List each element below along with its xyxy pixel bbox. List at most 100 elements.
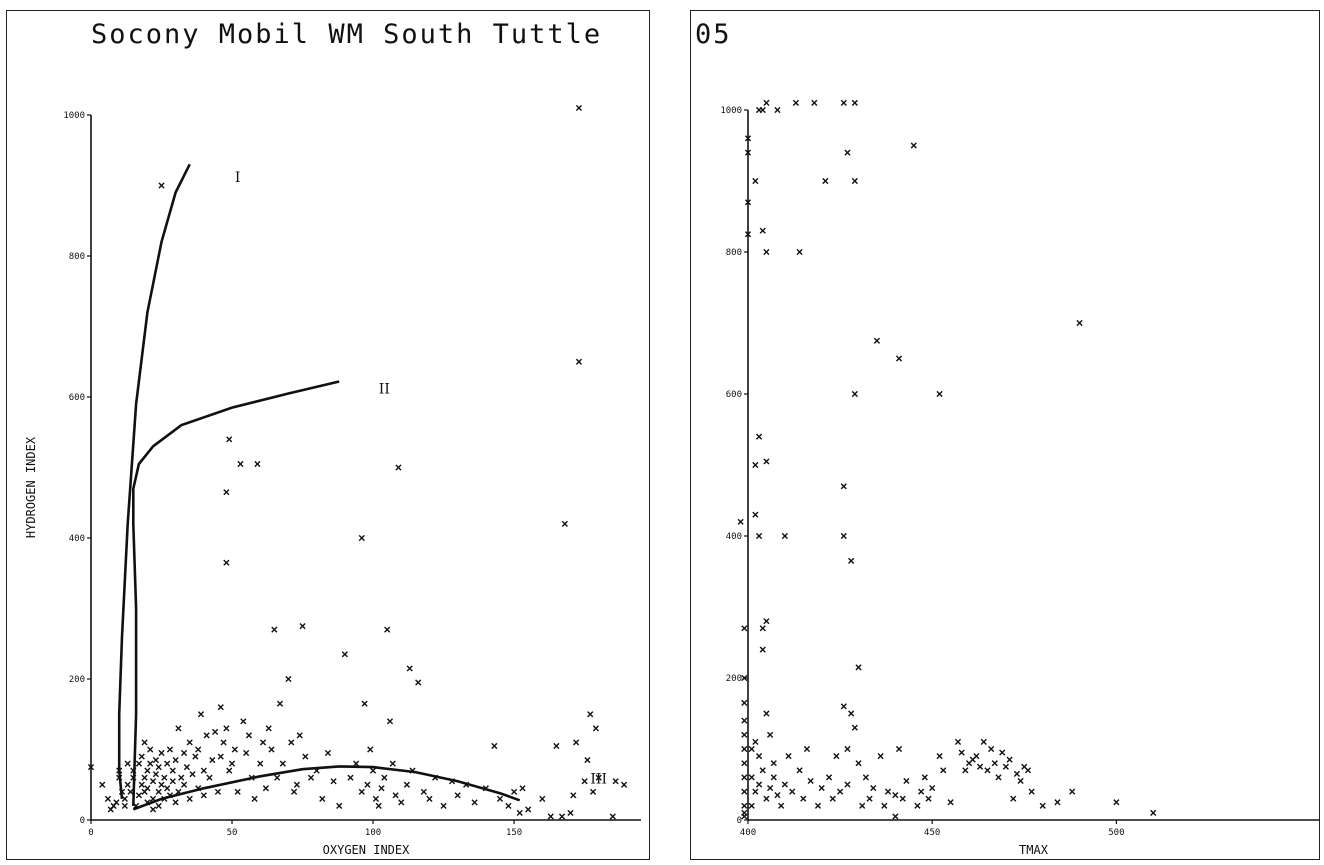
- data-point: [243, 749, 250, 757]
- data-point: [144, 799, 151, 806]
- data-point: [1039, 802, 1046, 809]
- data-point: [223, 725, 230, 732]
- data-point: [186, 795, 193, 802]
- data-point: [940, 767, 947, 774]
- data-point: [752, 461, 759, 469]
- data-point: [744, 199, 752, 206]
- data-point: [130, 767, 137, 774]
- x-tick-label: 400: [740, 828, 756, 838]
- data-point: [803, 745, 811, 753]
- data-point: [87, 764, 95, 771]
- data-point: [265, 725, 272, 732]
- data-point: [161, 774, 168, 781]
- data-point: [505, 802, 512, 809]
- data-point: [741, 788, 748, 795]
- data-point: [877, 753, 884, 760]
- data-point: [570, 792, 577, 799]
- data-point: [341, 651, 348, 658]
- data-point: [415, 679, 422, 686]
- data-point: [936, 390, 943, 398]
- data-point: [279, 760, 286, 767]
- data-point: [741, 699, 748, 706]
- data-point: [840, 703, 847, 710]
- y-tick-label: 0: [737, 816, 742, 826]
- data-point: [755, 753, 763, 760]
- x-axis-label: TMAX: [1019, 843, 1049, 857]
- data-point: [259, 739, 267, 746]
- data-point: [274, 774, 281, 781]
- data-point: [1013, 770, 1021, 777]
- data-point: [147, 746, 154, 753]
- data-point: [903, 777, 910, 785]
- data-point: [161, 795, 168, 802]
- data-point: [384, 626, 391, 633]
- data-point: [358, 534, 365, 542]
- data-point: [748, 802, 755, 809]
- data-point: [141, 774, 148, 781]
- data-point: [364, 781, 371, 788]
- data-point: [595, 774, 602, 781]
- data-point: [1002, 763, 1009, 770]
- data-point: [169, 778, 176, 785]
- data-point: [755, 433, 763, 440]
- data-point: [392, 792, 399, 799]
- data-point: [744, 135, 752, 142]
- data-point: [375, 802, 382, 809]
- data-point: [991, 760, 998, 767]
- data-point: [463, 781, 470, 788]
- chart-title: Socony Mobil WM South Tuttle: [91, 19, 603, 50]
- chart-title-suffix: 05: [695, 19, 732, 50]
- data-point: [135, 760, 143, 767]
- data-point: [973, 753, 980, 760]
- data-point: [741, 674, 748, 682]
- data-point: [936, 753, 943, 760]
- data-point: [203, 732, 210, 739]
- data-point: [785, 753, 792, 760]
- data-point: [620, 781, 628, 788]
- data-point: [814, 802, 822, 809]
- data-point: [789, 788, 796, 795]
- data-point: [307, 774, 315, 781]
- data-point: [954, 738, 962, 745]
- data-point: [995, 774, 1002, 781]
- data-point: [918, 788, 925, 795]
- data-point: [1017, 777, 1024, 785]
- data-point: [245, 732, 253, 739]
- data-point: [567, 809, 574, 817]
- data-point: [510, 788, 518, 795]
- data-point: [118, 788, 126, 795]
- y-tick-label: 200: [69, 675, 85, 685]
- tmax-hydrogen-scatter-plot: 0 200 400 600 800 1000 400 450 500 TMAX: [720, 99, 1319, 857]
- data-point: [166, 746, 174, 753]
- data-point: [313, 767, 320, 774]
- data-point: [147, 760, 154, 767]
- data-point: [200, 792, 207, 799]
- data-point: [1024, 767, 1032, 774]
- data-point: [293, 781, 300, 788]
- data-point: [770, 760, 777, 767]
- data-point: [138, 753, 145, 760]
- data-point: [748, 774, 755, 781]
- data-point: [822, 177, 829, 185]
- data-point: [851, 390, 858, 398]
- right-chart-panel: 05 0 200 400 600 800 1000 400 450 500 TMAX: [690, 10, 1320, 860]
- data-point: [573, 739, 580, 746]
- data-point: [770, 774, 777, 781]
- data-point: [980, 738, 987, 745]
- data-point: [175, 725, 182, 732]
- data-point: [491, 742, 498, 750]
- data-point: [116, 774, 123, 781]
- y-tick-label: 0: [80, 816, 85, 826]
- y-tick-label: 400: [726, 532, 742, 542]
- data-point: [581, 778, 588, 785]
- data-point: [792, 99, 799, 106]
- data-point: [381, 774, 388, 781]
- data-point: [482, 785, 489, 792]
- data-point: [844, 745, 851, 753]
- data-point: [158, 781, 165, 788]
- data-point: [197, 711, 205, 718]
- kerogen-type-curve-iii: [132, 765, 521, 811]
- data-point: [755, 532, 763, 540]
- data-point: [870, 784, 877, 792]
- data-point: [741, 802, 748, 809]
